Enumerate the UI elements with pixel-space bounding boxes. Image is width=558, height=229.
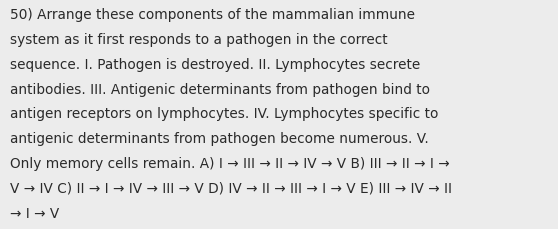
Text: antigenic determinants from pathogen become numerous. V.: antigenic determinants from pathogen bec… [10, 132, 429, 146]
Text: → I → V: → I → V [10, 206, 59, 220]
Text: Only memory cells remain. A) I → III → II → IV → V B) III → II → I →: Only memory cells remain. A) I → III → I… [10, 156, 450, 170]
Text: 50) Arrange these components of the mammalian immune: 50) Arrange these components of the mamm… [10, 8, 415, 22]
Text: antigen receptors on lymphocytes. IV. Lymphocytes specific to: antigen receptors on lymphocytes. IV. Ly… [10, 107, 439, 121]
Text: system as it first responds to a pathogen in the correct: system as it first responds to a pathoge… [10, 33, 388, 47]
Text: sequence. I. Pathogen is destroyed. II. Lymphocytes secrete: sequence. I. Pathogen is destroyed. II. … [10, 57, 420, 71]
Text: antibodies. III. Antigenic determinants from pathogen bind to: antibodies. III. Antigenic determinants … [10, 82, 430, 96]
Text: V → IV C) II → I → IV → III → V D) IV → II → III → I → V E) III → IV → II: V → IV C) II → I → IV → III → V D) IV → … [10, 181, 452, 195]
